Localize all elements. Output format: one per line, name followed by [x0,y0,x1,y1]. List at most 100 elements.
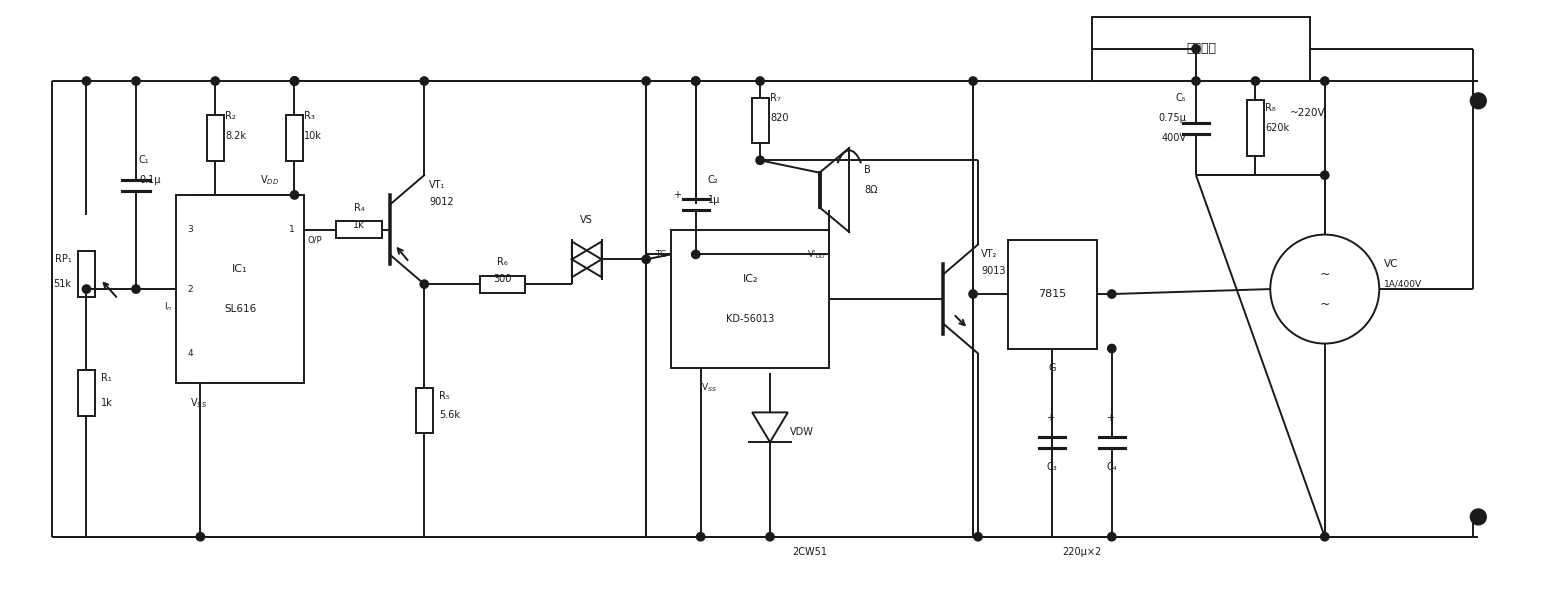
Text: V'$_{DD}$: V'$_{DD}$ [806,248,825,261]
Circle shape [290,77,299,85]
Bar [207,115,224,161]
Text: R₁: R₁ [102,373,113,383]
Bar [176,195,304,383]
Circle shape [82,77,91,85]
Text: IC₂: IC₂ [742,274,759,284]
Circle shape [211,77,219,85]
Text: C₃: C₃ [1047,462,1058,472]
Text: 620k: 620k [1266,123,1289,133]
Bar [79,251,96,297]
Text: C₅: C₅ [1175,93,1186,103]
Text: V$_{SS}$: V$_{SS}$ [700,382,717,394]
Text: 4: 4 [188,349,193,358]
Text: C₄: C₄ [1107,462,1116,472]
Circle shape [419,77,429,85]
Circle shape [419,280,429,288]
Bar [416,388,433,433]
Text: VS: VS [580,214,594,225]
Bar [1008,239,1096,349]
Text: 5.6k: 5.6k [439,410,460,421]
Text: G: G [1049,364,1056,373]
Text: 1k: 1k [102,398,113,408]
Text: ~220V: ~220V [1291,108,1326,118]
Bar [751,98,768,143]
Circle shape [290,77,299,85]
Text: R₃: R₃ [304,111,315,121]
Text: 9013: 9013 [981,266,1005,276]
Text: 2CW51: 2CW51 [793,546,827,557]
Circle shape [766,533,774,541]
Circle shape [1107,533,1116,541]
Bar [1247,100,1264,156]
Text: 220μ×2: 220μ×2 [1062,546,1101,557]
Text: 2: 2 [188,285,193,293]
Circle shape [1320,533,1329,541]
Text: RP₁: RP₁ [56,254,71,264]
Circle shape [968,77,978,85]
Text: 降温设备: 降温设备 [1186,42,1217,55]
Text: VC: VC [1385,260,1399,269]
Circle shape [290,77,299,85]
Text: C₂: C₂ [708,175,719,185]
Text: O/P: O/P [307,235,322,244]
Bar [646,81,973,537]
Text: 0.75μ: 0.75μ [1158,113,1186,123]
Circle shape [691,250,700,258]
Circle shape [691,77,700,85]
Bar [1092,17,1309,81]
Text: IC₁: IC₁ [233,264,248,274]
Text: +: + [1106,413,1113,423]
Circle shape [1107,345,1116,353]
Bar [287,115,302,161]
Text: 10k: 10k [304,131,322,141]
Text: 51k: 51k [54,279,71,289]
Bar [480,276,526,292]
Circle shape [641,255,651,264]
Circle shape [697,533,705,541]
Circle shape [131,77,140,85]
Text: 3: 3 [188,225,193,234]
Circle shape [756,77,765,85]
Circle shape [1192,45,1200,53]
Circle shape [1251,77,1260,85]
Text: I$_n$: I$_n$ [165,301,173,313]
Circle shape [641,77,651,85]
Circle shape [756,156,765,165]
Text: R₆: R₆ [497,257,507,267]
Text: V$_{SS}$: V$_{SS}$ [191,396,208,410]
Text: 300: 300 [493,274,512,284]
Circle shape [975,533,982,541]
Circle shape [290,191,299,199]
Text: 1: 1 [288,225,295,234]
Text: TG: TG [655,250,668,259]
Circle shape [1471,93,1486,109]
Text: 0.1μ: 0.1μ [139,175,160,185]
Text: VT₁: VT₁ [429,180,446,190]
Bar [671,230,830,368]
Text: R₇: R₇ [769,93,780,103]
Text: 400V: 400V [1161,133,1186,143]
Circle shape [1107,290,1116,298]
Text: +: + [672,190,682,200]
Text: ~: ~ [1320,268,1331,281]
Text: 1k: 1k [353,220,365,230]
Text: 1A/400V: 1A/400V [1385,280,1422,289]
Circle shape [691,77,700,85]
Circle shape [82,285,91,293]
Text: R₄: R₄ [353,203,364,213]
Circle shape [1320,77,1329,85]
Text: ~: ~ [1320,298,1331,311]
Text: 820: 820 [769,113,788,123]
Text: B: B [864,165,871,175]
Text: 7815: 7815 [1038,289,1067,299]
Circle shape [1320,171,1329,179]
Circle shape [968,290,978,298]
Circle shape [1192,77,1200,85]
Text: V$_{DD}$: V$_{DD}$ [261,173,279,187]
Bar [336,221,382,238]
Text: C₁: C₁ [139,155,150,165]
Circle shape [196,533,205,541]
Text: SL616: SL616 [224,304,256,314]
Text: R₂: R₂ [225,111,236,121]
Text: 8Ω: 8Ω [864,185,877,195]
